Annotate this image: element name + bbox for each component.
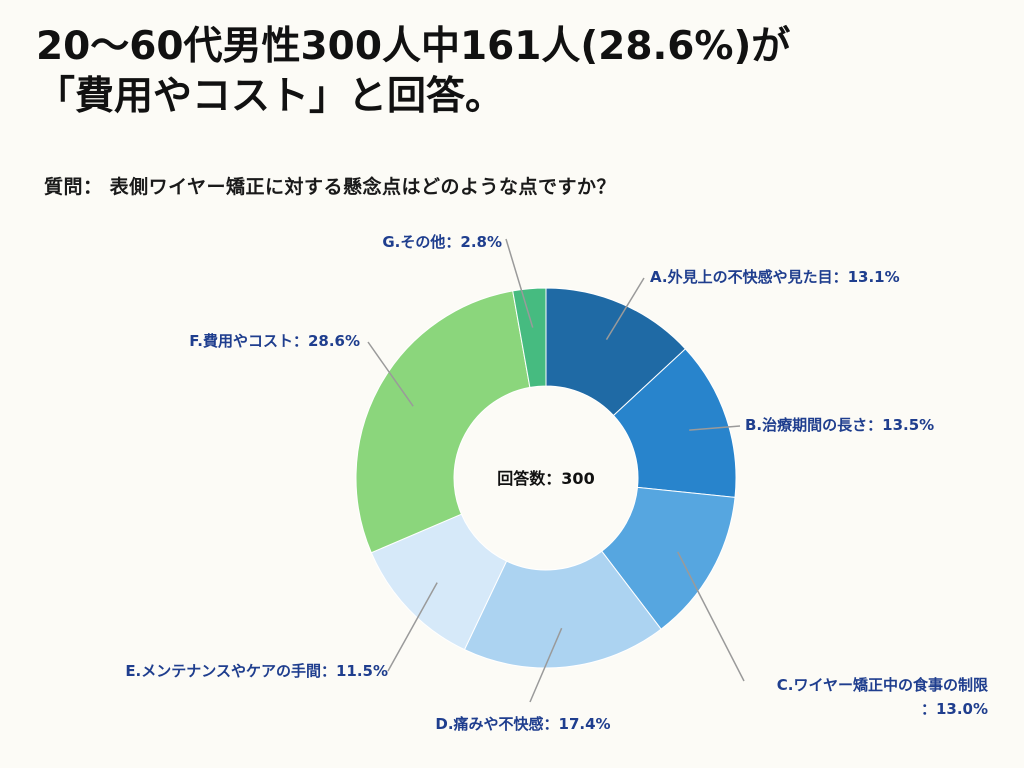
slice-label-a: A.外見上の不快感や見た目：13.1%	[650, 268, 900, 286]
headline: 20〜60代男性300人中161人(28.6%)が 「費用やコスト」と回答。	[36, 22, 996, 122]
slice-label-g: G.その他：2.8%	[382, 233, 502, 251]
donut-slice-b	[612, 348, 737, 498]
leader-line-g	[505, 238, 534, 328]
donut-slice-d	[463, 550, 662, 669]
leader-line-b	[689, 425, 741, 431]
donut-slice-g	[512, 287, 547, 389]
slice-label-d: D.痛みや不快感：17.4%	[435, 715, 610, 733]
donut-slice-f	[355, 290, 531, 554]
leader-line-e	[387, 582, 438, 672]
leader-line-f	[367, 341, 414, 407]
headline-line-2: 「費用やコスト」と回答。	[36, 74, 505, 119]
slice-label-f: F.費用やコスト：28.6%	[189, 332, 360, 350]
slice-label-b: B.治療期間の長さ：13.5%	[745, 416, 934, 434]
slice-label-e: E.メンテナンスやケアの手間：11.5%	[125, 662, 388, 680]
leader-line-d	[529, 627, 563, 703]
center-label: 回答数：300	[497, 469, 594, 488]
question-text: 質問： 表側ワイヤー矯正に対する懸念点はどのような点ですか？	[44, 176, 617, 198]
leader-line-a	[605, 277, 645, 341]
slice-label-c: C.ワイヤー矯正中の食事の制限：13.0%	[777, 676, 988, 718]
leader-line-c	[677, 551, 745, 682]
headline-line-1: 20〜60代男性300人中161人(28.6%)が	[36, 24, 791, 69]
